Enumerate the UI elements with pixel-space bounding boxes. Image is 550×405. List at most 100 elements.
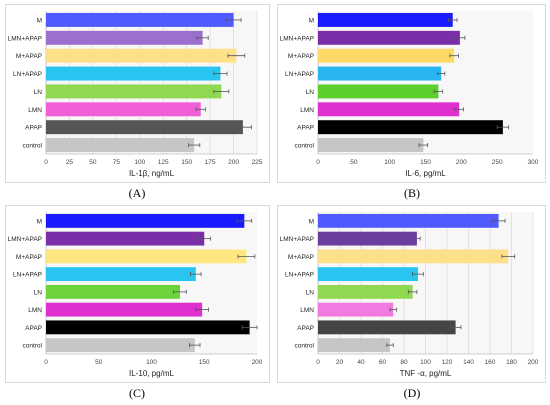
category-label: M+APAP: [16, 53, 42, 60]
category-label: LN+APAP: [13, 272, 42, 279]
x-tick-label: 200: [456, 159, 467, 166]
x-tick-label: 150: [420, 159, 431, 166]
chart-panel-a: 0 25 50 75 100 125 150 175 200 225 M LMN+APAP M+APAP…: [5, 4, 270, 183]
x-tick-label: 120: [442, 359, 453, 366]
x-tick-label: 150: [181, 159, 192, 166]
bar: [318, 48, 455, 63]
category-label: APAP: [297, 125, 314, 132]
category-label: LN: [34, 89, 43, 96]
x-axis-title: IL-6, pg/mL: [405, 169, 446, 178]
bar: [46, 102, 201, 117]
x-tick-label: 200: [528, 359, 539, 366]
bar: [46, 138, 195, 153]
category-label: control: [294, 343, 314, 350]
panel-label-b: (B): [404, 186, 420, 200]
panel-label-d: (D): [403, 386, 421, 400]
bar: [318, 284, 413, 299]
x-tick-label: 225: [252, 159, 263, 166]
category-label: LN+APAP: [285, 71, 314, 78]
x-tick-label: 100: [146, 359, 157, 366]
x-tick-label: 0: [44, 359, 48, 366]
x-tick-label: 200: [252, 359, 263, 366]
x-tick-label: 60: [379, 359, 387, 366]
chart-panel-b: 0 50 100 150 200 250 300 M LMN+APAP M+APAP LN+APAP…: [277, 4, 546, 183]
chart-b: 0 50 100 150 200 250 300 M LMN+APAP M+APAP LN+APAP…: [280, 11, 539, 178]
x-axis-title: TNF -α, pg/mL: [400, 369, 452, 378]
bar: [46, 284, 180, 299]
category-label: LMN: [300, 307, 314, 314]
x-tick-label: 160: [485, 359, 496, 366]
x-tick-label: 175: [205, 159, 216, 166]
bar: [318, 12, 453, 27]
panel-label-a: (A): [128, 186, 146, 200]
category-label: LMN+APAP: [280, 236, 314, 243]
bar: [46, 12, 234, 27]
category-label: M: [309, 17, 314, 24]
x-tick-label: 0: [316, 159, 320, 166]
category-label: LN+APAP: [285, 272, 314, 279]
x-tick-label: 80: [400, 359, 408, 366]
bar: [318, 102, 460, 117]
panel-label-c: (C): [129, 386, 145, 400]
chart-panel-d: 0 20 40 60 80 100 120 140 160 180 200 M LMN+APAP M+AP…: [277, 205, 546, 383]
x-tick-label: 180: [506, 359, 517, 366]
category-label: LMN: [28, 307, 42, 314]
bar: [46, 66, 221, 81]
x-tick-label: 125: [158, 159, 169, 166]
category-label: M+APAP: [288, 53, 314, 60]
bar: [318, 320, 456, 335]
bar: [46, 267, 196, 282]
x-tick-label: 100: [420, 359, 431, 366]
bar: [318, 231, 417, 246]
bar: [318, 30, 460, 45]
x-tick-label: 50: [89, 159, 97, 166]
bar: [318, 302, 394, 317]
x-tick-label: 0: [316, 359, 320, 366]
x-tick-label: 40: [357, 359, 365, 366]
bar: [318, 338, 391, 353]
category-label: APAP: [297, 325, 314, 332]
x-tick-label: 140: [463, 359, 474, 366]
bar: [46, 84, 222, 99]
chart-d: 0 20 40 60 80 100 120 140 160 180 200 M LMN+APAP M+AP…: [280, 212, 539, 378]
bar: [46, 231, 205, 246]
category-label: M: [37, 17, 42, 24]
x-tick-label: 150: [199, 359, 210, 366]
bar: [46, 249, 247, 264]
bar: [46, 338, 195, 353]
chart-panel-c: 0 50 100 150 200 M LMN+APAP M+APAP LN+APAP LN LMN A…: [5, 205, 270, 383]
category-label: M+APAP: [16, 254, 42, 261]
chart-a: 0 25 50 75 100 125 150 175 200 225 M LMN+APAP M+APAP…: [8, 11, 263, 178]
category-label: LN: [306, 289, 315, 296]
category-label: LMN+APAP: [8, 35, 42, 42]
bar: [46, 48, 237, 63]
category-label: LN: [306, 89, 315, 96]
bar: [318, 138, 424, 153]
x-tick-label: 250: [492, 159, 503, 166]
x-tick-label: 200: [228, 159, 239, 166]
bar: [46, 320, 250, 335]
x-tick-label: 0: [44, 159, 48, 166]
category-label: control: [294, 143, 314, 150]
category-label: control: [22, 143, 42, 150]
x-tick-label: 75: [113, 159, 121, 166]
category-label: M+APAP: [288, 254, 314, 261]
chart-c: 0 50 100 150 200 M LMN+APAP M+APAP LN+APAP LN LMN A…: [8, 212, 263, 378]
x-tick-label: 20: [336, 359, 344, 366]
x-tick-label: 50: [95, 359, 103, 366]
category-label: APAP: [25, 325, 42, 332]
category-label: M: [309, 218, 314, 225]
bar: [318, 213, 499, 228]
category-label: LN+APAP: [13, 71, 42, 78]
x-tick-label: 100: [134, 159, 145, 166]
bar: [318, 84, 439, 99]
bar: [46, 213, 245, 228]
bar: [46, 302, 203, 317]
category-label: APAP: [25, 125, 42, 132]
bar: [318, 120, 503, 135]
category-label: LMN: [28, 107, 42, 114]
category-label: LN: [34, 289, 43, 296]
bar: [46, 120, 243, 135]
bar: [318, 267, 418, 282]
bar: [318, 249, 509, 264]
